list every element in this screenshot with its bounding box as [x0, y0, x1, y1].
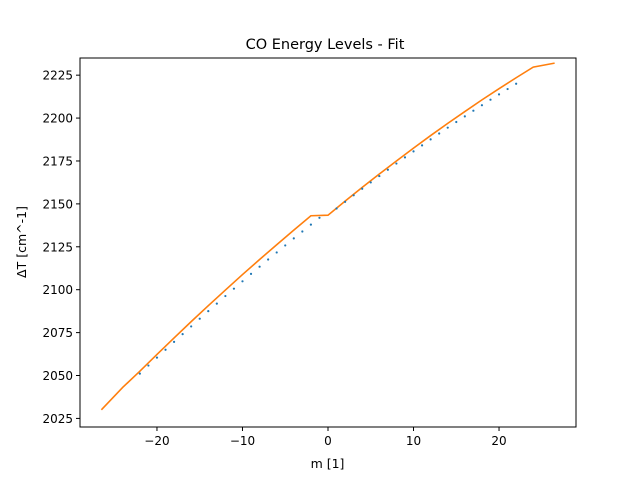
data-point	[506, 87, 509, 91]
data-point	[446, 126, 449, 129]
y-tick-label: 2100	[42, 283, 73, 297]
data-point	[241, 280, 244, 283]
data-point	[309, 223, 312, 226]
y-axis: 2025 2050 2075 2100 2125 2150 2175 2200 2225	[42, 69, 80, 426]
chart-title: CO Energy Levels - Fit	[246, 37, 405, 53]
data-point	[172, 340, 176, 343]
data-point	[267, 258, 270, 261]
x-tick-label: 10	[406, 434, 421, 448]
x-tick-label: 0	[324, 434, 332, 448]
data-point	[275, 251, 278, 254]
y-tick-label: 2075	[42, 326, 73, 340]
plot-frame	[79, 57, 577, 428]
data-point	[198, 317, 201, 320]
data-point	[215, 302, 218, 305]
data-point	[497, 93, 501, 96]
data-point	[138, 372, 141, 375]
y-axis-label: ΔT [cm^-1]	[14, 206, 29, 278]
y-tick-label: 2225	[42, 69, 73, 83]
data-point	[147, 364, 150, 367]
x-tick-label: −20	[144, 434, 169, 448]
data-point	[378, 174, 381, 178]
data-point	[318, 216, 321, 219]
data-point	[352, 194, 355, 197]
data-point	[472, 109, 475, 112]
data-point	[403, 156, 407, 159]
x-axis: −20 −10 0 10 20	[144, 427, 507, 448]
data-point	[207, 310, 210, 313]
data-point	[463, 115, 466, 118]
data-point	[292, 237, 295, 240]
data-point	[344, 200, 347, 203]
data-point	[284, 244, 287, 247]
data-point	[369, 181, 372, 184]
data-point	[301, 230, 304, 233]
data-point	[190, 325, 193, 328]
data-point	[224, 294, 227, 298]
data-point	[164, 348, 167, 351]
data-point	[480, 104, 484, 107]
data-point	[258, 265, 261, 268]
data-point	[438, 132, 441, 135]
data-point	[429, 138, 432, 141]
data-point	[515, 82, 518, 85]
data-point	[232, 287, 236, 290]
y-tick-label: 2200	[42, 112, 73, 126]
data-point	[395, 162, 398, 165]
plot-area	[79, 57, 577, 428]
x-tick-label: 20	[491, 434, 506, 448]
data-point	[155, 356, 159, 359]
y-tick-label: 2125	[42, 240, 73, 254]
y-tick-label: 2050	[42, 369, 73, 383]
data-point	[361, 187, 364, 190]
data-point	[489, 98, 492, 101]
y-tick-label: 2175	[42, 154, 73, 168]
x-axis-label: m [1]	[311, 456, 345, 471]
data-point	[412, 150, 415, 153]
x-tick-label: −10	[230, 434, 255, 448]
data-point	[181, 333, 184, 336]
y-tick-label: 2150	[42, 197, 73, 211]
data-point	[335, 207, 338, 210]
data-point	[386, 168, 389, 171]
data-point	[249, 272, 253, 276]
y-tick-label: 2025	[42, 412, 73, 426]
data-point	[420, 144, 424, 147]
fit-line	[100, 62, 555, 411]
data-point	[455, 120, 458, 124]
